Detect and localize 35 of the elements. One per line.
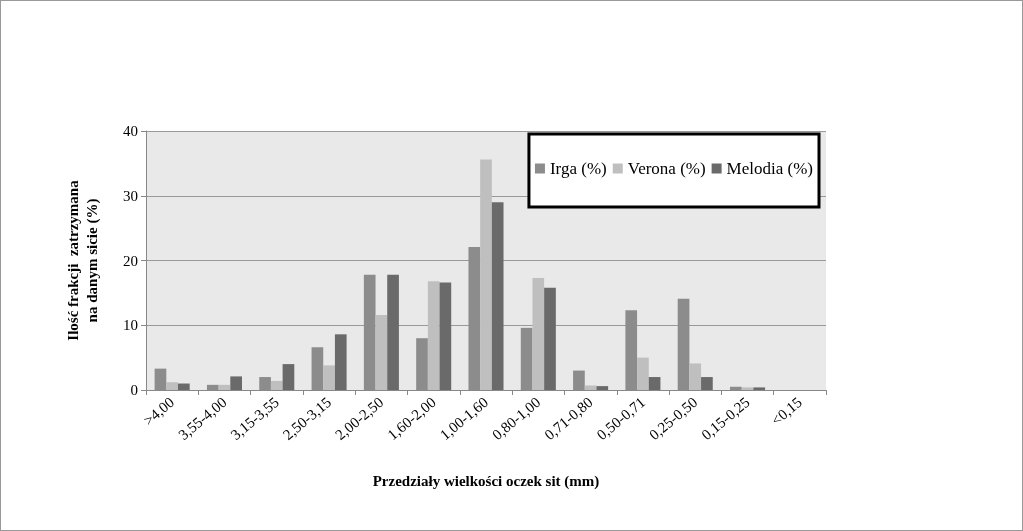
- bar: [544, 287, 556, 390]
- bar: [323, 365, 335, 390]
- y-tick-label: 0: [130, 382, 138, 398]
- bar: [387, 274, 399, 390]
- bar: [334, 334, 347, 390]
- bar: [532, 277, 545, 390]
- y-tick-label: 40: [123, 123, 138, 139]
- y-axis-title: Ilość frakcji zatrzymana na danym sicie (%): [64, 179, 101, 341]
- bar: [218, 384, 231, 390]
- y-tick-label: 30: [123, 187, 138, 204]
- y-tick-label: 10: [123, 317, 138, 334]
- legend-label: Melodia (%): [726, 159, 813, 178]
- legend-label: Irga (%): [549, 159, 607, 178]
- bar: [439, 282, 452, 390]
- bar: [584, 385, 597, 390]
- bar: [753, 387, 766, 390]
- bar: [491, 202, 504, 390]
- bar: [270, 380, 283, 390]
- bar: [282, 364, 295, 390]
- bar: [166, 382, 178, 390]
- bar: [701, 377, 713, 390]
- bar: [427, 281, 440, 390]
- bar: [689, 363, 702, 390]
- y-tick-label: 20: [123, 252, 138, 269]
- bar: [230, 376, 242, 390]
- bar: [648, 377, 661, 390]
- bar: [637, 357, 649, 390]
- bar: [480, 159, 492, 390]
- bar: [741, 387, 754, 390]
- legend-label: Verona (%): [627, 159, 706, 178]
- x-tick-label: <0,15: [768, 393, 805, 429]
- bar: [596, 386, 609, 390]
- bar: [177, 383, 190, 390]
- x-axis-title: Przedziały wielkości oczek sit (mm): [372, 472, 600, 490]
- bar: [375, 314, 388, 390]
